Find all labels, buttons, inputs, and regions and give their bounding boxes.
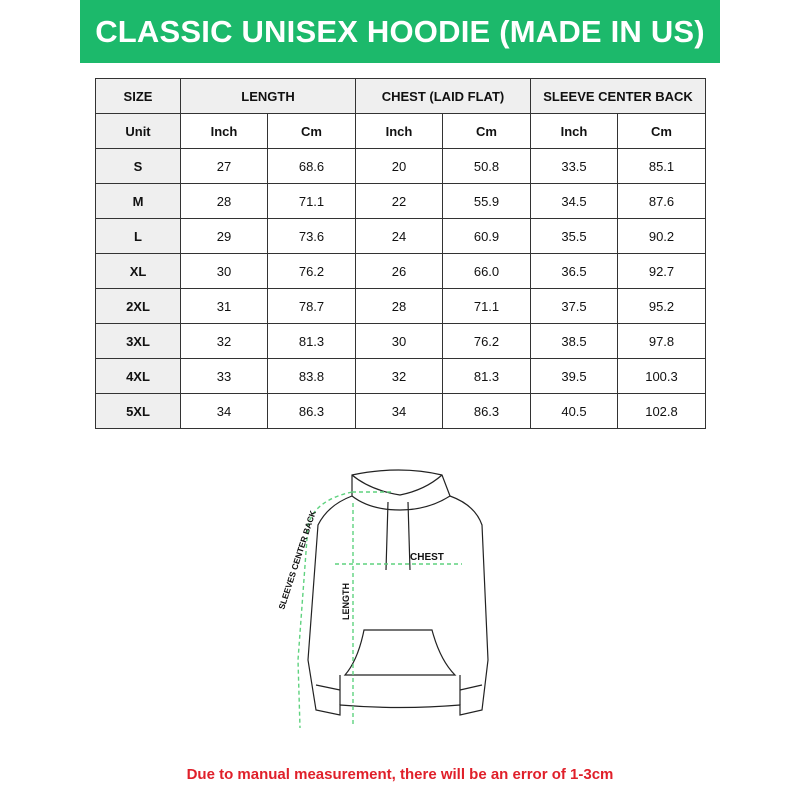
size-cell: 4XL: [95, 358, 181, 394]
value-cell: 73.6: [267, 218, 356, 254]
value-cell: 78.7: [267, 288, 356, 324]
value-cell: 76.2: [267, 253, 356, 289]
unit-cell: Cm: [442, 113, 531, 149]
value-cell: 24: [355, 218, 443, 254]
value-cell: 71.1: [267, 183, 356, 219]
unit-cell: Unit: [95, 113, 181, 149]
value-cell: 29: [180, 218, 268, 254]
table-row: 5XL 34 86.3 34 86.3 40.5 102.8: [95, 393, 706, 429]
header-size: SIZE: [95, 78, 181, 114]
header-row: SIZE LENGTH CHEST (LAID FLAT) SLEEVE CEN…: [95, 78, 706, 114]
value-cell: 32: [180, 323, 268, 359]
value-cell: 85.1: [617, 148, 706, 184]
size-cell: 5XL: [95, 393, 181, 429]
value-cell: 100.3: [617, 358, 706, 394]
value-cell: 55.9: [442, 183, 531, 219]
value-cell: 102.8: [617, 393, 706, 429]
size-cell: XL: [95, 253, 181, 289]
unit-cell: Inch: [355, 113, 443, 149]
value-cell: 83.8: [267, 358, 356, 394]
value-cell: 87.6: [617, 183, 706, 219]
value-cell: 34: [355, 393, 443, 429]
value-cell: 20: [355, 148, 443, 184]
table-row: 4XL 33 83.8 32 81.3 39.5 100.3: [95, 358, 706, 394]
page-title: CLASSIC UNISEX HOODIE (MADE IN US): [80, 0, 720, 63]
value-cell: 33.5: [530, 148, 618, 184]
value-cell: 81.3: [442, 358, 531, 394]
table-row: 2XL 31 78.7 28 71.1 37.5 95.2: [95, 288, 706, 324]
unit-row: Unit Inch Cm Inch Cm Inch Cm: [95, 113, 706, 149]
table-row: L 29 73.6 24 60.9 35.5 90.2: [95, 218, 706, 254]
value-cell: 27: [180, 148, 268, 184]
value-cell: 30: [180, 253, 268, 289]
value-cell: 34.5: [530, 183, 618, 219]
value-cell: 35.5: [530, 218, 618, 254]
value-cell: 71.1: [442, 288, 531, 324]
size-table: SIZE LENGTH CHEST (LAID FLAT) SLEEVE CEN…: [95, 78, 706, 429]
size-cell: 3XL: [95, 323, 181, 359]
value-cell: 26: [355, 253, 443, 289]
value-cell: 22: [355, 183, 443, 219]
value-cell: 68.6: [267, 148, 356, 184]
value-cell: 90.2: [617, 218, 706, 254]
hoodie-diagram: CHEST LENGTH SLEEVES CENTER BACK: [276, 469, 489, 729]
value-cell: 40.5: [530, 393, 618, 429]
header-sleeve: SLEEVE CENTER BACK: [530, 78, 706, 114]
value-cell: 86.3: [442, 393, 531, 429]
measure-lines: [297, 491, 462, 729]
value-cell: 50.8: [442, 148, 531, 184]
table-row: S 27 68.6 20 50.8 33.5 85.1: [95, 148, 706, 184]
size-cell: M: [95, 183, 181, 219]
value-cell: 32: [355, 358, 443, 394]
value-cell: 95.2: [617, 288, 706, 324]
unit-cell: Inch: [530, 113, 618, 149]
header-chest: CHEST (LAID FLAT): [355, 78, 531, 114]
table-row: M 28 71.1 22 55.9 34.5 87.6: [95, 183, 706, 219]
header-length: LENGTH: [180, 78, 356, 114]
value-cell: 37.5: [530, 288, 618, 324]
value-cell: 92.7: [617, 253, 706, 289]
hoodie-outline: [307, 469, 489, 716]
value-cell: 31: [180, 288, 268, 324]
value-cell: 38.5: [530, 323, 618, 359]
value-cell: 97.8: [617, 323, 706, 359]
value-cell: 36.5: [530, 253, 618, 289]
value-cell: 28: [355, 288, 443, 324]
unit-cell: Cm: [617, 113, 706, 149]
size-cell: 2XL: [95, 288, 181, 324]
unit-cell: Inch: [180, 113, 268, 149]
measurement-note: Due to manual measurement, there will be…: [186, 766, 614, 783]
size-cell: S: [95, 148, 181, 184]
length-label: LENGTH: [341, 583, 351, 620]
value-cell: 34: [180, 393, 268, 429]
value-cell: 66.0: [442, 253, 531, 289]
value-cell: 76.2: [442, 323, 531, 359]
table-row: 3XL 32 81.3 30 76.2 38.5 97.8: [95, 323, 706, 359]
unit-cell: Cm: [267, 113, 356, 149]
table-row: XL 30 76.2 26 66.0 36.5 92.7: [95, 253, 706, 289]
value-cell: 33: [180, 358, 268, 394]
value-cell: 60.9: [442, 218, 531, 254]
size-cell: L: [95, 218, 181, 254]
value-cell: 39.5: [530, 358, 618, 394]
value-cell: 86.3: [267, 393, 356, 429]
sleeve-label: SLEEVES CENTER BACK: [276, 508, 318, 610]
value-cell: 30: [355, 323, 443, 359]
chest-label: CHEST: [410, 552, 444, 563]
value-cell: 81.3: [267, 323, 356, 359]
value-cell: 28: [180, 183, 268, 219]
